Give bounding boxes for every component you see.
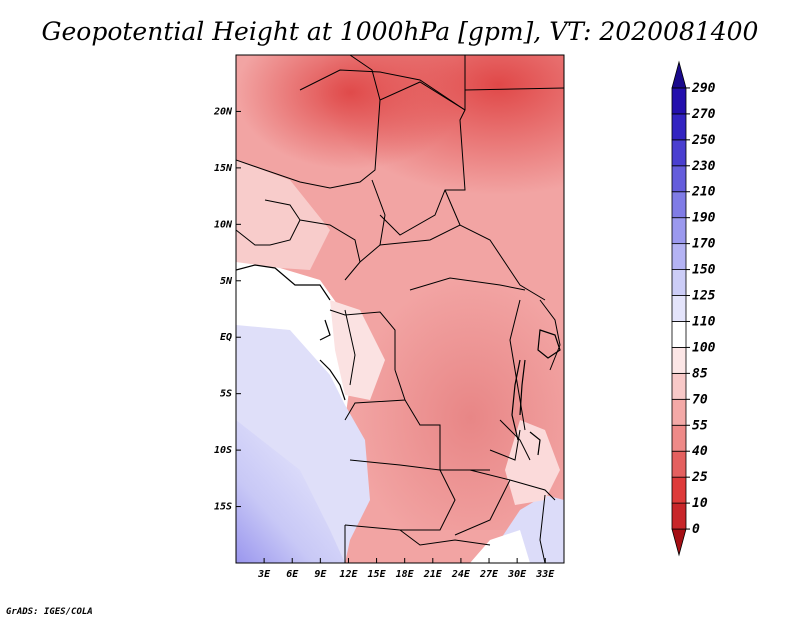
lon-tick-label: 15E — [368, 569, 387, 580]
lon-tick-label: 6E — [286, 569, 299, 580]
lon-tick-label: 24E — [451, 569, 471, 580]
colorbar-label: 230 — [691, 159, 716, 174]
lat-tick-label: 5N — [220, 276, 233, 287]
colorbar-label: 110 — [692, 314, 716, 329]
colorbar-swatch — [671, 528, 687, 557]
colorbar-swatch — [671, 165, 687, 193]
colorbar-label: 70 — [692, 392, 708, 407]
colorbar-label: 210 — [691, 185, 716, 200]
colorbar-swatch — [671, 372, 687, 400]
colorbar-swatch — [671, 295, 687, 322]
colorbar-swatch — [671, 398, 687, 426]
lat-tick-label: 10S — [214, 445, 232, 456]
lat-tick-label: 15S — [214, 502, 232, 513]
lat-tick-label: 10N — [214, 219, 233, 230]
colorbar-label: 25 — [691, 470, 708, 485]
colorbar-swatch — [671, 60, 687, 89]
footer-credit: GrADS: IGES/COLA — [6, 607, 93, 617]
colorbar-label: 55 — [692, 418, 708, 433]
colorbar-label: 150 — [692, 263, 716, 278]
colorbar-label: 10 — [692, 496, 708, 511]
colorbar-label: 250 — [691, 133, 716, 148]
colorbar-label: 190 — [692, 211, 716, 226]
colorbar-swatch — [671, 217, 687, 245]
height-field — [236, 55, 564, 563]
map-title: Geopotential Height at 1000hPa [gpm], VT… — [42, 17, 759, 46]
lon-tick-label: 30E — [507, 569, 527, 580]
lon-tick-label: 12E — [339, 569, 358, 580]
lat-tick-label: 15N — [214, 163, 233, 174]
lon-tick-label: 3E — [257, 569, 271, 580]
colorbar-swatch — [671, 269, 687, 296]
colorbar-swatch — [671, 139, 687, 167]
latitude-axis: 20N 15N 10N 5N EQ 5S 10S 15S — [213, 106, 241, 513]
colorbar-swatch — [671, 502, 687, 530]
lon-tick-label: 18E — [396, 569, 415, 580]
colorbar-swatch — [671, 347, 687, 374]
colorbar-label: 40 — [692, 444, 708, 459]
colorbar-label: 270 — [691, 107, 716, 122]
colorbar-swatch — [671, 243, 687, 270]
colorbar-label: 100 — [692, 340, 716, 355]
colorbar-swatch — [671, 321, 687, 348]
colorbar-label: 0 — [692, 522, 700, 537]
lon-tick-label: 27E — [479, 569, 499, 580]
colorbar-swatch — [671, 450, 687, 478]
colorbar-swatch — [671, 87, 687, 115]
lon-tick-label: 9E — [314, 569, 327, 580]
colorbar-swatch — [671, 476, 687, 504]
lakes — [236, 264, 561, 456]
lon-tick-label: 33E — [535, 569, 555, 580]
lat-tick-label: EQ — [220, 332, 232, 343]
colorbar-label: 290 — [691, 81, 716, 96]
lon-tick-label: 21E — [423, 569, 443, 580]
lat-tick-label: 20N — [213, 106, 233, 117]
colorbar-swatch — [671, 424, 687, 452]
country-borders — [236, 55, 564, 563]
map-frame — [235, 54, 565, 564]
colorbar-label: 85 — [692, 366, 708, 381]
colorbar-swatch — [671, 113, 687, 141]
colorbar-label: 125 — [692, 289, 716, 304]
colorbar-label: 170 — [692, 237, 716, 252]
longitude-axis: 3E 6E 9E 12E 15E 18E 21E 24E 27E 30E 33E — [257, 558, 555, 580]
lat-tick-label: 5S — [220, 389, 232, 400]
colorbar-swatch — [671, 191, 687, 219]
colorbar: 0 10 25 40 55 70 85 100 110 125 150 170 190 210 230 250… — [671, 60, 716, 557]
